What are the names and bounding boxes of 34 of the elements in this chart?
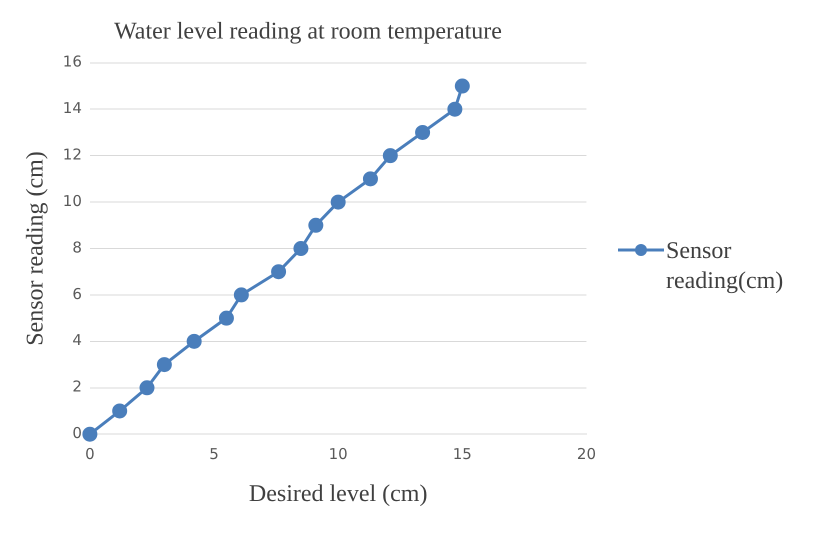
y-tick-label: 16 xyxy=(62,52,82,71)
point xyxy=(293,241,308,256)
x-tick-label: 10 xyxy=(328,445,348,464)
x-tick-label: 0 xyxy=(85,445,95,464)
point xyxy=(382,148,398,164)
y-tick-label: 14 xyxy=(62,99,82,118)
x-tick-label: 5 xyxy=(209,445,219,464)
chart-title: Water level reading at room temperature xyxy=(114,18,502,45)
point xyxy=(362,171,378,186)
y-tick-label: 4 xyxy=(72,331,82,350)
y-tick-label: 10 xyxy=(62,192,82,210)
y-tick-label: 6 xyxy=(72,284,82,303)
point xyxy=(218,310,234,326)
point xyxy=(82,426,98,442)
point xyxy=(112,403,128,418)
y-tick-label: 12 xyxy=(62,146,82,164)
y-tick-label: 2 xyxy=(72,378,82,396)
y-tick-label: 0 xyxy=(72,424,82,442)
legend-label: Sensor reading(cm) xyxy=(666,236,784,296)
point xyxy=(454,78,470,94)
x-axis-title: Desired level (cm) xyxy=(248,480,428,507)
point xyxy=(330,194,346,210)
point xyxy=(271,264,286,280)
point xyxy=(139,380,154,396)
point xyxy=(447,102,462,117)
point xyxy=(186,334,202,349)
y-axis-title: Sensor reading (cm) xyxy=(22,151,49,346)
point xyxy=(308,218,324,233)
point xyxy=(415,124,430,140)
point xyxy=(156,357,172,372)
x-tick-label: 20 xyxy=(576,445,596,464)
point xyxy=(234,287,249,302)
y-tick-label: 8 xyxy=(72,238,82,256)
x-tick-label: 15 xyxy=(452,445,472,464)
